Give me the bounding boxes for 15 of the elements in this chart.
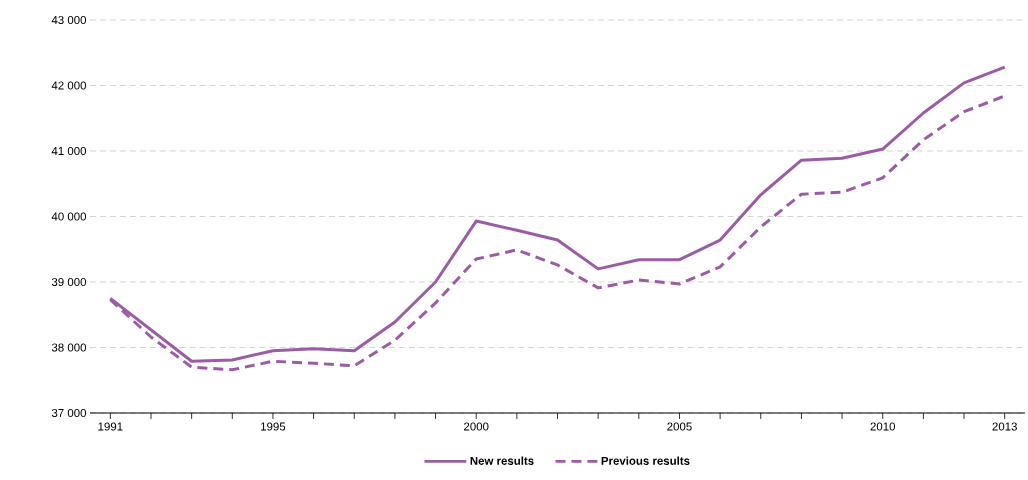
x-tick-label: 2000 [464, 422, 489, 431]
x-tick-label: 1995 [261, 422, 286, 431]
y-tick-label: 38 000 [51, 343, 87, 352]
x-tick-label: 2010 [870, 422, 896, 431]
legend-label: Previous results [601, 456, 690, 465]
y-tick-label: 41 000 [51, 146, 87, 156]
y-tick-label: 40 000 [51, 212, 87, 221]
y-tick-label: 43 000 [51, 15, 87, 25]
y-tick-label: 37 000 [51, 408, 87, 418]
y-tick-label: 39 000 [51, 277, 87, 287]
legend-label: New results [470, 456, 534, 465]
x-tick-label: 2005 [667, 422, 692, 431]
x-tick-label: 1991 [98, 422, 123, 431]
y-tick-label: 42 000 [51, 81, 87, 90]
x-tick-label: 2013 [992, 422, 1017, 431]
